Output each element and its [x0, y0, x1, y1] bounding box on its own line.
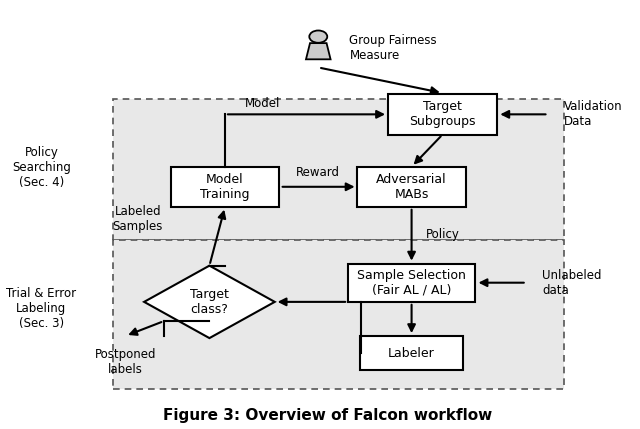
Text: Adversarial
MABs: Adversarial MABs: [376, 173, 447, 201]
Text: Reward: Reward: [296, 166, 340, 179]
Text: Policy: Policy: [426, 228, 460, 241]
Text: Unlabeled
data: Unlabeled data: [542, 269, 602, 297]
Circle shape: [309, 30, 327, 43]
Text: Labeler: Labeler: [388, 347, 435, 360]
Text: Model: Model: [244, 97, 280, 110]
Text: Sample Selection
(Fair AL / AL): Sample Selection (Fair AL / AL): [357, 269, 466, 297]
Text: Target
class?: Target class?: [190, 288, 229, 316]
Polygon shape: [144, 266, 275, 338]
Text: Validation
Data: Validation Data: [564, 100, 623, 128]
Text: Figure 3: Overview of Falcon workflow: Figure 3: Overview of Falcon workflow: [163, 408, 492, 423]
Text: Policy
Searching
(Sec. 4): Policy Searching (Sec. 4): [12, 146, 71, 189]
Text: Model
Training: Model Training: [200, 173, 250, 201]
FancyBboxPatch shape: [388, 94, 497, 135]
FancyBboxPatch shape: [357, 166, 466, 207]
Text: Trial & Error
Labeling
(Sec. 3): Trial & Error Labeling (Sec. 3): [6, 287, 77, 330]
FancyBboxPatch shape: [113, 240, 564, 389]
Polygon shape: [306, 43, 331, 59]
Text: Group Fairness
Measure: Group Fairness Measure: [349, 34, 437, 62]
FancyBboxPatch shape: [170, 166, 280, 207]
FancyBboxPatch shape: [113, 100, 564, 240]
Text: Target
Subgroups: Target Subgroups: [410, 100, 476, 128]
Text: Labeled
Samples: Labeled Samples: [113, 205, 163, 233]
FancyBboxPatch shape: [360, 336, 463, 370]
Text: Postponed
labels: Postponed labels: [95, 347, 156, 375]
FancyBboxPatch shape: [348, 263, 476, 302]
